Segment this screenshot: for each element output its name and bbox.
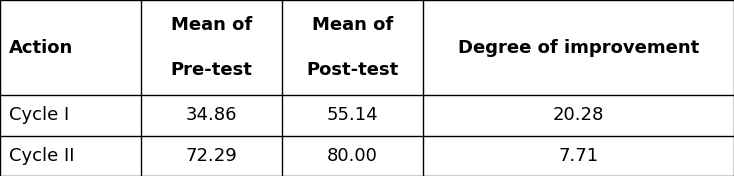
Text: Cycle I: Cycle I — [9, 106, 69, 124]
Text: Mean of

Post-test: Mean of Post-test — [306, 16, 399, 79]
Text: 80.00: 80.00 — [327, 147, 378, 165]
Text: 72.29: 72.29 — [186, 147, 237, 165]
Text: 34.86: 34.86 — [186, 106, 237, 124]
Text: 55.14: 55.14 — [327, 106, 378, 124]
Text: 7.71: 7.71 — [559, 147, 598, 165]
Text: Degree of improvement: Degree of improvement — [458, 39, 699, 56]
Text: Mean of

Pre-test: Mean of Pre-test — [170, 16, 252, 79]
Text: Action: Action — [9, 39, 73, 56]
Text: Cycle II: Cycle II — [9, 147, 74, 165]
Text: 20.28: 20.28 — [553, 106, 604, 124]
